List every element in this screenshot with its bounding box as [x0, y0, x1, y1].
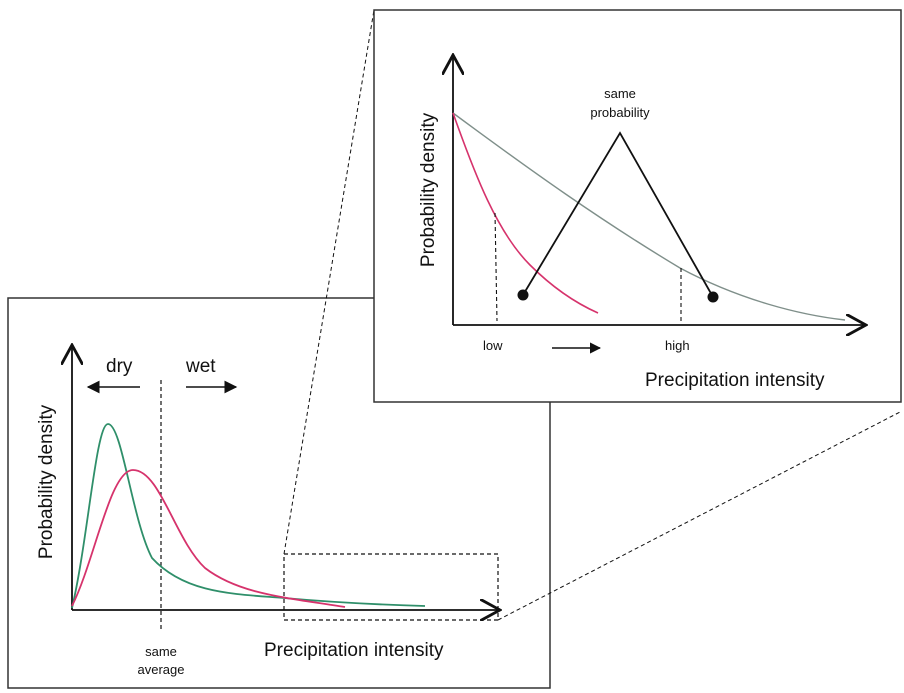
high-probability-dot — [707, 291, 719, 303]
inset-y-axis-label: Probability density — [418, 112, 439, 267]
dry-label: dry — [106, 356, 133, 377]
same-probability-label-line1: same — [604, 86, 636, 101]
low-label: low — [483, 338, 503, 353]
main-y-axis-label: Probability density — [36, 404, 57, 559]
same-probability-lines — [522, 131, 714, 298]
zoom-connector-top — [283, 9, 375, 555]
same-average-label-line1: same — [145, 644, 177, 659]
inset-panel-frame — [373, 9, 902, 403]
high-label: high — [665, 338, 690, 353]
same-probability-label-line2: probability — [590, 105, 650, 120]
inset-gray-curve — [452, 112, 846, 321]
same-average-label-line2: average — [138, 662, 185, 677]
main-x-axis-label: Precipitation intensity — [264, 640, 444, 661]
zoom-connector-bottom — [497, 411, 901, 621]
wet-distribution-curve — [71, 469, 346, 608]
inset-panel: same probability low high Precipitation … — [373, 9, 902, 403]
wet-label: wet — [185, 356, 216, 377]
low-probability-dot — [517, 289, 529, 301]
inset-x-axis-label: Precipitation intensity — [645, 370, 825, 391]
inset-red-curve — [452, 112, 599, 314]
zoom-box — [283, 553, 499, 621]
dry-distribution-curve — [71, 423, 426, 609]
